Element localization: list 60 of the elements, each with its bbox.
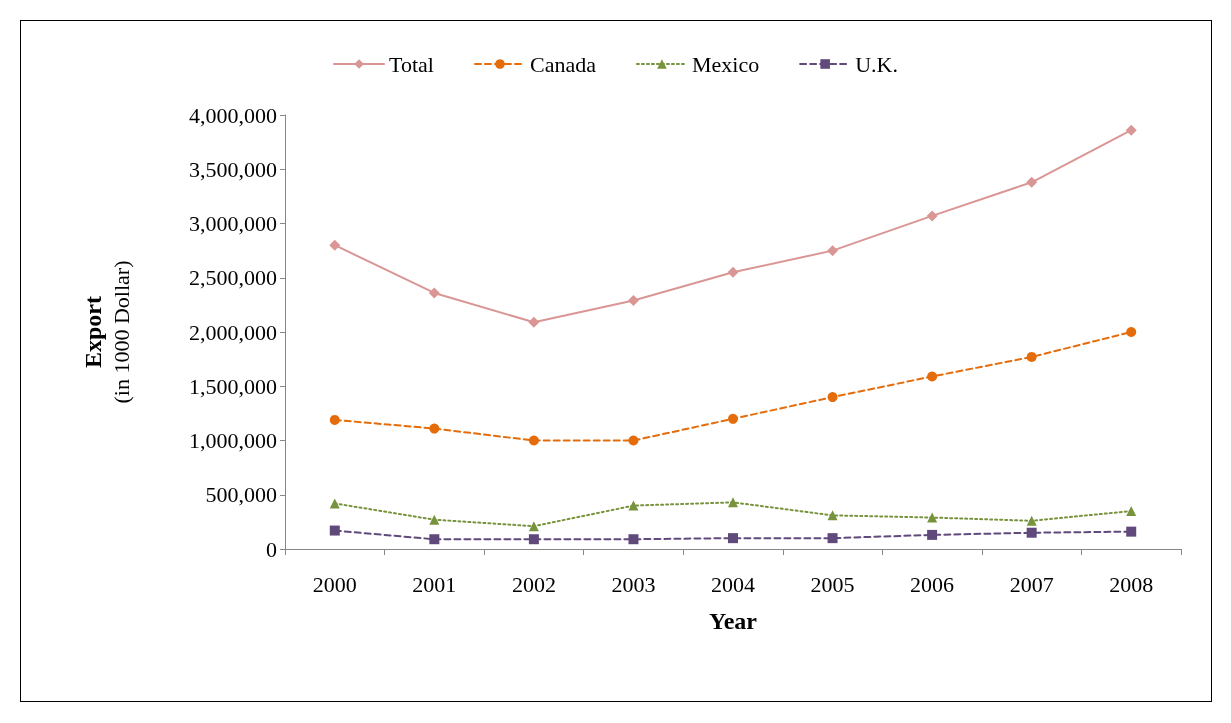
y-tick-label: 4,000,000 xyxy=(189,102,277,128)
point xyxy=(428,287,440,299)
y-axis-title: Export (in 1000 Dollar) xyxy=(80,260,134,404)
x-axis-title: Year xyxy=(709,608,758,634)
x-tick-label: 2001 xyxy=(412,571,457,597)
point xyxy=(827,245,839,257)
point xyxy=(528,534,539,545)
y-tick-label: 2,000,000 xyxy=(189,319,277,345)
x-tick-label: 2005 xyxy=(810,571,855,597)
y-tick-label: 500,000 xyxy=(205,482,277,508)
point xyxy=(1026,176,1038,188)
point xyxy=(728,413,738,424)
point xyxy=(429,514,440,525)
point xyxy=(627,295,639,307)
point xyxy=(927,529,938,540)
point xyxy=(1026,527,1037,538)
point xyxy=(628,435,639,446)
point xyxy=(728,533,738,544)
point xyxy=(827,392,838,403)
point xyxy=(628,534,639,545)
x-tick-label: 2000 xyxy=(312,571,357,597)
x-tick-label: 2003 xyxy=(611,571,656,597)
point xyxy=(927,371,938,382)
point xyxy=(1126,526,1137,537)
point xyxy=(728,497,738,508)
x-tick-label: 2002 xyxy=(511,571,556,597)
point xyxy=(329,498,340,509)
x-tick-label: 2004 xyxy=(711,571,755,597)
point xyxy=(329,239,341,251)
point xyxy=(329,414,340,425)
legend-label: Total xyxy=(389,51,434,77)
point xyxy=(528,521,539,532)
x-tick-label: 2008 xyxy=(1109,571,1154,597)
x-tick-label: 2007 xyxy=(1009,571,1054,597)
point xyxy=(1026,515,1037,526)
point xyxy=(1125,124,1137,136)
y-tick-label: 3,000,000 xyxy=(189,211,277,236)
point xyxy=(1126,327,1137,337)
x-tick-label: 2006 xyxy=(910,571,955,597)
point xyxy=(329,525,340,536)
point xyxy=(1126,506,1137,517)
point xyxy=(628,500,639,511)
legend-label: Canada xyxy=(529,51,597,77)
point xyxy=(727,266,739,278)
legend-label: U.K. xyxy=(855,51,898,77)
legend-label: Mexico xyxy=(691,51,760,77)
point xyxy=(827,533,838,544)
point xyxy=(528,316,540,328)
point xyxy=(827,510,838,521)
point xyxy=(429,423,440,434)
point xyxy=(927,512,938,523)
point xyxy=(429,534,440,545)
point xyxy=(1026,351,1037,362)
point xyxy=(528,435,539,446)
y-tick-label: 2,500,000 xyxy=(189,265,277,291)
point xyxy=(926,210,938,222)
y-tick-label: 1,000,000 xyxy=(189,428,277,453)
y-tick-label: 3,500,000 xyxy=(189,156,277,182)
y-tick-label: 1,500,000 xyxy=(189,373,277,399)
y-tick-label: 0 xyxy=(266,536,277,562)
